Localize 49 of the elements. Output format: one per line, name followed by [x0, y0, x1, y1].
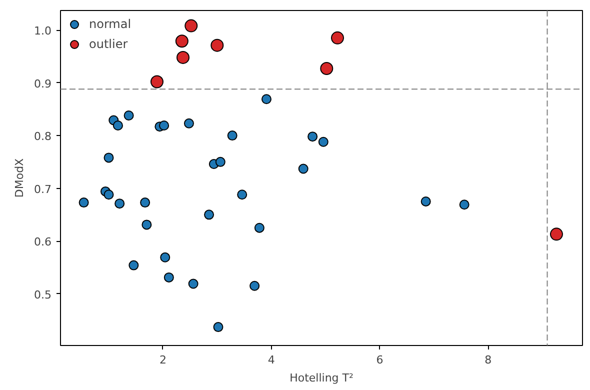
point — [215, 156, 226, 167]
legend-label: normal — [89, 17, 132, 31]
y-tick-label: 0.8 — [34, 130, 52, 144]
point — [184, 118, 194, 128]
y-axis-title: DModX — [13, 158, 26, 198]
point — [254, 222, 264, 233]
point — [175, 34, 188, 48]
point — [104, 190, 114, 200]
point — [210, 38, 224, 52]
point — [78, 198, 89, 208]
point — [160, 252, 170, 262]
point — [459, 200, 470, 210]
point — [204, 210, 214, 220]
point — [298, 164, 308, 174]
point — [261, 94, 272, 104]
legend-label: outlier — [89, 37, 128, 51]
x-tick-label: 6 — [376, 354, 384, 366]
point — [159, 120, 170, 130]
y-tick-label: 0.6 — [34, 236, 52, 249]
point — [176, 50, 190, 64]
y-tick-label: 0.9 — [34, 77, 52, 90]
point — [150, 75, 164, 88]
point — [184, 19, 198, 32]
point — [250, 280, 260, 291]
point — [104, 152, 114, 163]
y-tick-label: 0.7 — [34, 182, 52, 196]
point — [124, 110, 134, 120]
point — [114, 198, 125, 209]
point — [164, 272, 174, 282]
point — [550, 228, 563, 241]
point — [140, 198, 150, 208]
point — [227, 130, 238, 141]
point — [213, 322, 224, 332]
point — [308, 132, 318, 142]
point — [112, 120, 123, 130]
y-tick-label: 1.0 — [34, 24, 52, 38]
x-tick-label: 4 — [268, 354, 275, 366]
point — [330, 31, 344, 44]
point — [318, 136, 328, 147]
point — [188, 278, 198, 289]
point — [420, 196, 431, 206]
x-tick-label: 8 — [484, 354, 492, 366]
y-tick-label: 0.5 — [34, 288, 52, 302]
point — [320, 62, 334, 76]
x-axis-title: Hotelling T² — [290, 372, 354, 384]
x-tick-label: 2 — [159, 354, 166, 366]
point — [237, 190, 248, 200]
point — [142, 220, 152, 230]
point — [128, 260, 139, 270]
